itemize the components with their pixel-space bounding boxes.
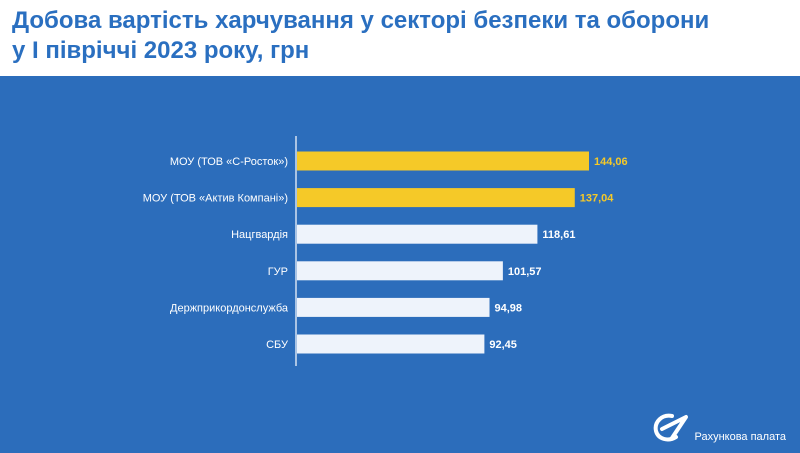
category-label: Нацгвардія <box>231 229 288 241</box>
category-label: ГУР <box>268 266 288 278</box>
logo-text: Рахункова палата <box>694 431 786 443</box>
value-label: 118,61 <box>542 229 575 241</box>
bar-chart: МОУ (ТОВ «С-Росток») 144,06 МОУ (ТОВ «Акти… <box>143 136 628 366</box>
category-label: СБУ <box>266 339 289 351</box>
page-title: Добова вартість харчування у секторі без… <box>12 6 788 66</box>
bar <box>297 261 503 281</box>
header: Добова вартість харчування у секторі без… <box>0 0 800 76</box>
chamber-logo-icon <box>654 413 689 442</box>
value-label: 137,04 <box>580 193 615 205</box>
logo: Рахункова палата <box>652 411 786 443</box>
bar <box>297 224 538 244</box>
title-line-2: у І півріччі 2023 року, грн <box>12 37 310 64</box>
bar <box>297 334 485 354</box>
bar <box>297 188 575 208</box>
category-label: Держприкордонслужба <box>170 302 289 314</box>
category-label: МОУ (ТОВ «С-Росток») <box>170 156 288 168</box>
value-label: 94,98 <box>495 302 523 314</box>
title-line-1: Добова вартість харчування у секторі без… <box>12 7 710 34</box>
value-label: 101,57 <box>508 266 542 278</box>
value-label: 92,45 <box>489 339 517 351</box>
bar <box>297 297 490 317</box>
chart-panel: МОУ (ТОВ «С-Росток») 144,06 МОУ (ТОВ «Акти… <box>0 76 800 453</box>
value-label: 144,06 <box>594 156 628 168</box>
category-label: МОУ (ТОВ «Актив Компані») <box>143 193 288 205</box>
bar <box>297 151 589 171</box>
